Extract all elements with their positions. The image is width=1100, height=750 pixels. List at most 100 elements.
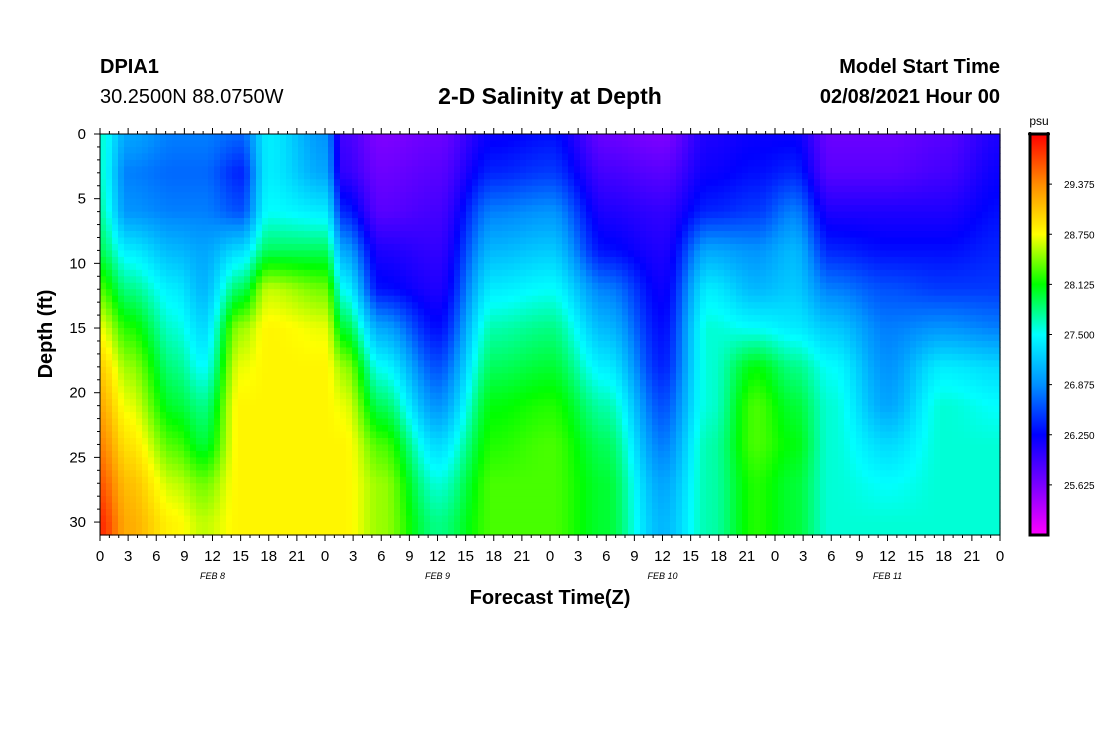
heatmap-cell: [106, 172, 113, 180]
heatmap-cell: [502, 134, 509, 142]
heatmap-cell: [412, 353, 419, 361]
heatmap-cell: [472, 386, 479, 394]
heatmap-cell: [190, 282, 197, 290]
heatmap-cell: [268, 256, 275, 264]
heatmap-cell: [424, 302, 431, 310]
heatmap-cell: [436, 269, 443, 277]
heatmap-cell: [100, 476, 107, 484]
heatmap-cell: [286, 373, 293, 381]
heatmap-cell: [202, 425, 209, 433]
heatmap-cell: [202, 360, 209, 368]
heatmap-cell: [154, 140, 161, 148]
heatmap-cell: [262, 224, 269, 232]
heatmap-cell: [442, 237, 449, 245]
heatmap-cell: [334, 360, 341, 368]
heatmap-cell: [106, 166, 113, 174]
heatmap-cell: [136, 366, 143, 374]
heatmap-cell: [136, 457, 143, 465]
heatmap-cell: [322, 134, 329, 142]
heatmap-cell: [370, 412, 377, 420]
heatmap-cell: [580, 159, 587, 167]
heatmap-cell: [214, 231, 221, 239]
heatmap-cell: [166, 231, 173, 239]
heatmap-cell: [472, 153, 479, 161]
heatmap-cell: [220, 522, 227, 530]
heatmap-cell: [208, 347, 215, 355]
heatmap-cell: [256, 412, 263, 420]
heatmap-cell: [178, 218, 185, 226]
heatmap-cell: [364, 405, 371, 413]
heatmap-cell: [424, 386, 431, 394]
heatmap-cell: [436, 476, 443, 484]
heatmap-cell: [274, 166, 281, 174]
heatmap-cell: [178, 276, 185, 284]
heatmap-cell: [262, 218, 269, 226]
heatmap-cell: [466, 340, 473, 349]
heatmap-cell: [244, 321, 251, 329]
heatmap-cell: [406, 386, 413, 394]
heatmap-cell: [532, 256, 539, 264]
heatmap-cell: [520, 237, 527, 245]
heatmap-cell: [154, 347, 161, 355]
heatmap-cell: [160, 269, 167, 277]
heatmap-cell: [352, 528, 359, 536]
heatmap-cell: [292, 308, 299, 316]
heatmap-cell: [184, 166, 191, 174]
heatmap-cell: [346, 353, 353, 361]
heatmap-cell: [376, 218, 383, 226]
heatmap-cell: [358, 289, 365, 297]
heatmap-cell: [412, 528, 419, 536]
heatmap-cell: [412, 172, 419, 180]
heatmap-cell: [322, 386, 329, 394]
heatmap-cell: [568, 405, 575, 413]
heatmap-cell: [556, 295, 563, 303]
heatmap-cell: [268, 153, 275, 161]
heatmap-cell: [304, 302, 311, 310]
heatmap-cell: [496, 522, 503, 530]
heatmap-cell: [574, 470, 581, 478]
heatmap-cell: [190, 463, 197, 471]
heatmap-cell: [430, 263, 437, 271]
heatmap-cell: [268, 444, 275, 452]
heatmap-cell: [532, 418, 539, 426]
heatmap-cell: [304, 437, 311, 446]
heatmap-cell: [226, 502, 233, 510]
heatmap-cell: [370, 256, 377, 264]
heatmap-cell: [538, 179, 545, 187]
heatmap-cell: [310, 192, 317, 200]
heatmap-cell: [574, 159, 581, 167]
heatmap-cell: [400, 437, 407, 446]
heatmap-cell: [406, 457, 413, 465]
heatmap-cell: [580, 218, 587, 226]
heatmap-cell: [232, 256, 239, 264]
heatmap-cell: [142, 476, 149, 484]
heatmap-cell: [166, 179, 173, 187]
heatmap-cell: [400, 321, 407, 329]
heatmap-cell: [202, 457, 209, 465]
heatmap-cell: [448, 153, 455, 161]
heatmap-cell: [382, 483, 389, 491]
heatmap-cell: [532, 211, 539, 219]
heatmap-cell: [220, 405, 227, 413]
heatmap-cell: [562, 340, 569, 349]
heatmap-cell: [196, 405, 203, 413]
heatmap-cell: [100, 211, 107, 219]
heatmap-cell: [568, 289, 575, 297]
heatmap-cell: [160, 463, 167, 471]
heatmap-cell: [202, 450, 209, 458]
heatmap-cell: [208, 496, 215, 504]
heatmap-cell: [172, 321, 179, 329]
heatmap-cell: [154, 366, 161, 374]
heatmap-cell: [514, 347, 521, 355]
heatmap-cell: [196, 211, 203, 219]
heatmap-cell: [430, 379, 437, 387]
heatmap-cell: [358, 308, 365, 316]
heatmap-cell: [142, 392, 149, 400]
heatmap-cell: [112, 276, 119, 284]
heatmap-cell: [340, 269, 347, 277]
heatmap-cell: [514, 405, 521, 413]
heatmap-cell: [220, 256, 227, 264]
heatmap-cell: [526, 256, 533, 264]
heatmap-cell: [460, 522, 467, 530]
heatmap-cell: [574, 353, 581, 361]
